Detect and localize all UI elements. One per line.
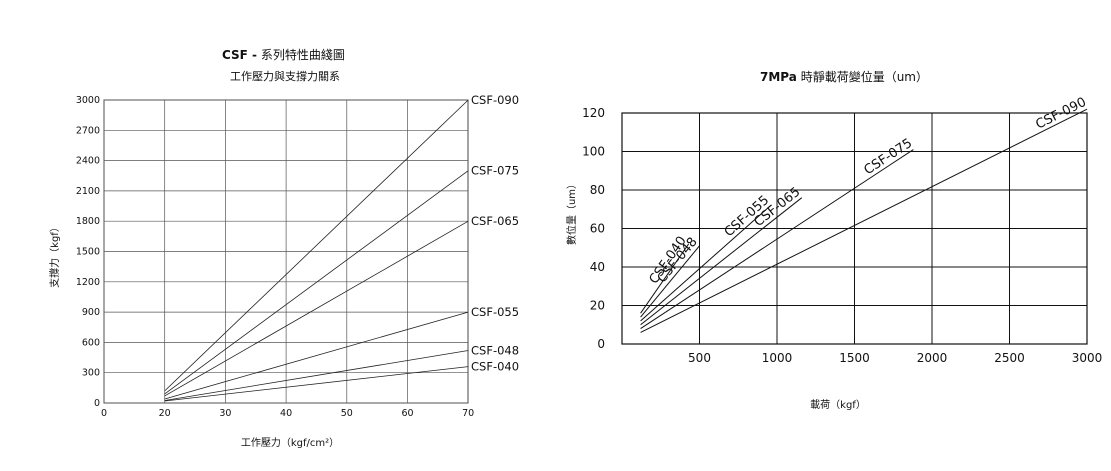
- y-tick-label: 20: [590, 299, 605, 313]
- series-label-csf-040: CSF-040: [471, 360, 519, 374]
- x-tick-label: 1000: [762, 351, 793, 365]
- y-tick-label: 40: [590, 260, 605, 274]
- y-tick-label: 3000: [76, 95, 100, 106]
- chart-title: 7MPa 時靜載荷變位量（um）: [760, 68, 928, 85]
- chart-title-rest: 時靜載荷變位量（um）: [796, 70, 928, 84]
- y-tick-label: 100: [582, 145, 605, 159]
- y-tick-label: 900: [82, 307, 100, 318]
- x-tick-label: 2500: [994, 351, 1025, 365]
- y-tick-label: 120: [582, 106, 605, 120]
- y-tick-label: 0: [597, 337, 605, 351]
- y-tick-label: 60: [590, 222, 605, 236]
- y-tick-label: 0: [94, 398, 100, 409]
- x-tick-label: 500: [688, 351, 711, 365]
- series-label-csf-048: CSF-048: [471, 343, 519, 357]
- x-tick-label: 30: [219, 408, 231, 419]
- series-label-csf-090: CSF-090: [471, 93, 519, 107]
- series-label-csf-075: CSF-075: [471, 164, 519, 178]
- series-line-csf-065: [640, 197, 803, 326]
- y-tick-label: 600: [82, 337, 100, 348]
- chart-title-strong: CSF -: [222, 48, 258, 62]
- series-label-csf-090: CSF-090: [1034, 95, 1089, 133]
- x-axis-label: 載荷（kgf）: [810, 399, 866, 411]
- series-line-csf-048: [164, 350, 469, 401]
- x-tick-label: 60: [401, 408, 413, 419]
- y-tick-label: 1800: [76, 216, 100, 227]
- x-tick-label: 20: [159, 408, 171, 419]
- chart-subtitle: 工作壓力與支撐力關系: [230, 70, 340, 83]
- series-line-csf-090: [164, 99, 469, 392]
- y-axis-label: 支撐力（kgf）: [48, 222, 61, 288]
- chart-title-rest: 系列特性曲綫圖: [257, 48, 345, 62]
- series-line-csf-090: [640, 108, 1088, 333]
- series-line-csf-040: [164, 366, 469, 402]
- x-tick-label: 70: [462, 408, 474, 419]
- series-line-csf-055: [640, 205, 772, 322]
- y-tick-label: 300: [82, 368, 100, 379]
- series-line-csf-040: [640, 243, 690, 314]
- series-line-csf-065: [164, 220, 469, 397]
- series-label-csf-055: CSF-055: [471, 305, 519, 319]
- series-line-csf-055: [164, 311, 469, 400]
- y-tick-label: 80: [590, 183, 605, 197]
- load-displacement-chart: 7MPa 時靜載荷變位量（um） 0 20 40 60 80 100 120 500 1000 1…: [560, 0, 1111, 471]
- chart-title: CSF - 系列特性曲綫圖: [222, 46, 345, 63]
- x-tick-label: 1500: [839, 351, 870, 365]
- chart-title-strong: 7MPa: [760, 70, 797, 84]
- y-tick-label: 2400: [76, 156, 100, 167]
- series-label-csf-065: CSF-065: [471, 214, 519, 228]
- series-label-csf-075: CSF-075: [861, 136, 915, 178]
- load-displacement-plot: 0 20 40 60 80 100 120 500 1000 1500 2000 2500 3000 C…: [565, 95, 1103, 411]
- y-tick-label: 1200: [76, 277, 100, 288]
- x-tick-label: 50: [341, 408, 353, 419]
- x-tick-label: 3000: [1072, 351, 1103, 365]
- x-axis-label: 工作壓力（kgf/cm²）: [241, 436, 339, 449]
- y-tick-label: 2100: [76, 186, 100, 197]
- pressure-force-plot: 0 300 600 900 1200 1500 1800 2100 2400 2700 3000 0 2…: [48, 93, 519, 449]
- y-tick-label: 1500: [76, 247, 100, 258]
- x-tick-label: 40: [280, 408, 292, 419]
- pressure-force-chart: CSF - 系列特性曲綫圖 工作壓力與支撐力關系 0 300 600 900 1200 1…: [48, 46, 519, 449]
- series-line-csf-048: [640, 245, 700, 318]
- x-tick-label: 0: [101, 408, 107, 419]
- y-tick-label: 2700: [76, 125, 100, 136]
- x-tick-label: 2000: [917, 351, 948, 365]
- series-line-csf-075: [164, 170, 469, 395]
- y-axis-label: 數位量（um）: [565, 179, 578, 245]
- series-line-csf-075: [640, 149, 914, 330]
